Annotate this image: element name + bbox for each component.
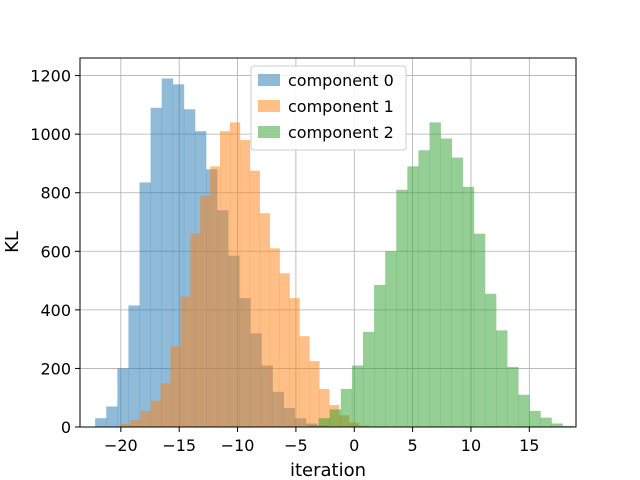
- histogram-bar: [130, 419, 141, 427]
- histogram-bar: [200, 195, 211, 427]
- histogram-bar: [374, 284, 386, 427]
- histogram-bar: [249, 170, 261, 427]
- x-tick-label: −20: [104, 436, 138, 455]
- x-tick-label: −5: [284, 436, 308, 455]
- y-axis-ticks: 0 200 400 600 800 1000 1200: [30, 67, 80, 437]
- histogram-bar: [117, 368, 129, 427]
- histogram-bar: [229, 122, 241, 427]
- histogram-bar: [106, 406, 118, 427]
- histogram-bars: [95, 78, 574, 428]
- x-tick-label: 5: [408, 436, 418, 455]
- histogram-bar: [269, 248, 280, 427]
- histogram-bar: [562, 425, 574, 427]
- histogram-bar: [385, 251, 397, 427]
- histogram-bar: [329, 409, 342, 427]
- x-axis-ticks: −20 −15 −10 −5 0 5 10 15: [104, 427, 539, 455]
- histogram-bar: [340, 388, 353, 427]
- legend-swatch: [258, 126, 280, 138]
- histogram-bar: [120, 424, 132, 427]
- histogram-bar: [170, 346, 181, 427]
- legend-label: component 1: [288, 97, 394, 116]
- histogram-bar: [128, 305, 140, 427]
- histogram-bar: [259, 213, 270, 427]
- histogram-bar: [150, 107, 162, 428]
- x-tick-label: −10: [221, 436, 255, 455]
- y-tick-label: 800: [40, 184, 71, 203]
- x-tick-label: −15: [162, 436, 196, 455]
- histogram-bar: [309, 361, 320, 427]
- histogram-bar: [307, 425, 319, 427]
- legend-label: component 0: [288, 71, 394, 90]
- y-tick-label: 1000: [30, 125, 71, 144]
- histogram-bar: [220, 131, 231, 427]
- histogram-bar: [319, 388, 330, 427]
- histogram-bar: [161, 78, 174, 427]
- histogram-bar: [139, 182, 151, 427]
- histogram-bar: [551, 423, 563, 427]
- histogram-bar: [351, 365, 364, 427]
- histogram-bar: [529, 410, 541, 427]
- histogram-bar: [451, 157, 464, 428]
- legend: component 0 component 1 component 2: [250, 65, 407, 151]
- x-axis-title: iteration: [290, 460, 366, 480]
- histogram-bar: [190, 233, 201, 427]
- x-tick-label: 0: [349, 436, 359, 455]
- legend-box: [250, 65, 407, 151]
- y-tick-label: 400: [40, 301, 71, 320]
- histogram-bar: [462, 186, 475, 427]
- histogram-bar: [473, 233, 486, 427]
- x-tick-label: 15: [519, 436, 539, 455]
- series-1-bars: [120, 122, 370, 427]
- y-tick-label: 600: [40, 242, 71, 261]
- y-tick-label: 1200: [30, 67, 71, 86]
- histogram-bar: [140, 410, 151, 427]
- y-tick-label: 0: [61, 418, 71, 437]
- histogram-bar: [239, 140, 251, 427]
- histogram-bar: [180, 296, 191, 427]
- y-tick-label: 200: [40, 359, 71, 378]
- histogram-bar: [440, 138, 453, 428]
- histogram-bar: [418, 150, 430, 427]
- histogram-bar: [407, 166, 419, 427]
- histogram-bar: [172, 84, 185, 427]
- legend-swatch: [258, 100, 280, 112]
- histogram-bar: [496, 330, 508, 427]
- histogram-bar: [363, 331, 375, 427]
- series-2-bars: [307, 122, 574, 428]
- histogram-bar: [183, 109, 196, 427]
- legend-swatch: [258, 74, 280, 86]
- histogram-bar: [150, 400, 161, 427]
- x-tick-label: 10: [461, 436, 481, 455]
- histogram-bar: [429, 122, 441, 427]
- histogram-bar: [160, 383, 171, 427]
- histogram-bar: [95, 418, 107, 427]
- histogram-bar: [318, 418, 331, 427]
- histogram-bar: [484, 293, 497, 427]
- y-axis-title: KL: [2, 231, 23, 253]
- legend-label: component 2: [288, 123, 394, 142]
- axes-frame: [79, 57, 577, 428]
- histogram-bar: [540, 417, 552, 427]
- histogram-bar: [210, 166, 221, 427]
- histogram-bar: [299, 336, 310, 427]
- histogram-bar: [507, 366, 519, 427]
- histogram-bar: [396, 189, 408, 427]
- histogram-bar: [289, 298, 300, 427]
- histogram-bar: [279, 273, 290, 427]
- histogram-bar: [518, 394, 530, 427]
